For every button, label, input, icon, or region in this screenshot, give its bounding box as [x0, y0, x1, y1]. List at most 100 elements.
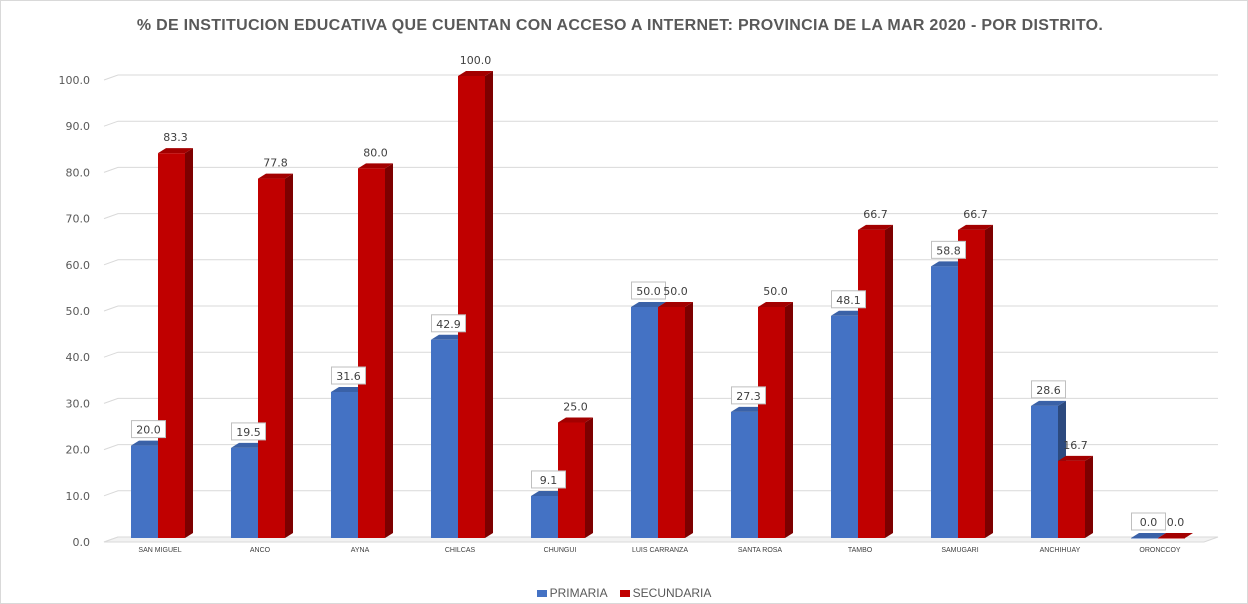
- data-label: 0.0: [1167, 516, 1185, 529]
- data-label: 77.8: [263, 157, 288, 170]
- data-label: 66.7: [863, 208, 888, 221]
- x-tick-label: TAMBO: [848, 547, 873, 554]
- bar-top-secundaria: [458, 71, 493, 76]
- x-tick-label: ORONCCOY: [1139, 547, 1181, 554]
- data-label: 27.3: [736, 390, 761, 403]
- x-tick-label: SANTA ROSA: [738, 547, 783, 554]
- data-label: 50.0: [763, 285, 788, 298]
- bar-top-primaria: [1031, 400, 1066, 406]
- data-label-box: [831, 290, 866, 309]
- data-label: 80.0: [363, 146, 388, 159]
- bar-side-secundaria: [285, 173, 293, 538]
- data-label: 19.5: [236, 426, 261, 439]
- data-label: 0.0: [1140, 516, 1158, 529]
- y-tick-label: 60.0: [66, 259, 91, 272]
- bar-secundaria: [158, 153, 185, 539]
- data-label: 58.8: [936, 244, 961, 257]
- bar-secundaria: [658, 307, 685, 538]
- y-tick-label: 100.0: [59, 74, 91, 87]
- gridline: [103, 120, 1218, 127]
- data-label-box: [631, 281, 666, 300]
- bar-top-primaria: [131, 440, 166, 446]
- data-label-box: [731, 386, 766, 405]
- gridline: [103, 213, 1218, 220]
- bar-top-secundaria: [558, 417, 593, 423]
- bar-side-secundaria: [485, 71, 493, 538]
- gridline: [103, 74, 1218, 81]
- data-label: 100.0: [460, 54, 492, 67]
- data-label: 66.7: [963, 208, 988, 221]
- x-tick-label: ANCO: [250, 547, 271, 554]
- x-tick-label: AYNA: [351, 547, 370, 554]
- y-tick-label: 90.0: [66, 120, 91, 133]
- bar-side-secundaria: [985, 224, 993, 538]
- legend-swatch: [619, 590, 630, 598]
- bar-secundaria: [958, 229, 985, 538]
- legend-label: PRIMARIA: [549, 586, 608, 600]
- legend-label: SECUNDARIA: [632, 586, 712, 600]
- gridline: [103, 166, 1218, 173]
- bar-primaria: [531, 495, 558, 538]
- x-tick-label: SAN MIGUEL: [138, 547, 181, 554]
- chart-title: % DE INSTITUCION EDUCATIVA QUE CUENTAN C…: [136, 17, 1104, 34]
- bar-side-secundaria: [685, 302, 693, 538]
- x-tick-label: SAMUGARI: [941, 547, 978, 554]
- bar-top-primaria: [431, 334, 466, 340]
- bar-primaria: [331, 392, 358, 538]
- bar-top-secundaria: [1058, 455, 1093, 461]
- bar-side-secundaria: [885, 224, 893, 538]
- y-tick-label: 80.0: [66, 166, 91, 179]
- bar-top-secundaria: [658, 302, 693, 307]
- data-label-box: [331, 366, 366, 385]
- x-tick-label: CHILCAS: [445, 547, 476, 554]
- data-label-box: [1031, 380, 1066, 399]
- y-tick-label: 20.0: [66, 444, 91, 457]
- y-tick-label: 0.0: [73, 536, 91, 549]
- bar-top-secundaria: [758, 302, 793, 307]
- data-label: 48.1: [836, 294, 861, 307]
- bar-top-secundaria: [958, 224, 993, 230]
- data-label: 50.0: [636, 285, 661, 298]
- data-label: 42.9: [436, 318, 461, 331]
- bar-top-secundaria: [258, 173, 293, 179]
- bar-top-primaria: [831, 310, 866, 316]
- data-label: 25.0: [563, 401, 588, 414]
- data-labels: 20.0 83.3 SAN MIGUEL 19.5 77.8 ANCO 31.6 80.0 AY…: [131, 54, 1185, 554]
- bar-primaria: [1031, 405, 1058, 538]
- bar-secundaria: [258, 178, 285, 538]
- gridline: [103, 259, 1218, 266]
- bar-top-primaria: [1131, 533, 1166, 538]
- bar-secundaria: [1158, 538, 1185, 539]
- bar-primaria: [631, 307, 658, 538]
- data-label-box: [531, 470, 566, 489]
- bar-primaria: [131, 445, 158, 538]
- bar-side-secundaria: [1085, 455, 1093, 538]
- bar-primaria: [831, 315, 858, 538]
- data-label: 16.7: [1063, 439, 1088, 452]
- bar-top-primaria: [531, 490, 566, 496]
- data-label-box: [231, 422, 266, 441]
- data-label-box: [131, 420, 166, 439]
- bar-secundaria: [858, 229, 885, 538]
- bar-side-secundaria: [585, 417, 593, 538]
- data-label-box: [931, 240, 966, 259]
- bar-secundaria: [1058, 460, 1085, 538]
- data-label: 50.0: [663, 285, 688, 298]
- bar-side-secundaria: [185, 148, 193, 539]
- bar-top-secundaria: [358, 163, 393, 169]
- y-tick-label: 10.0: [66, 490, 91, 503]
- bar-side-secundaria: [785, 302, 793, 538]
- x-tick-label: CHUNGUI: [544, 547, 577, 554]
- bar-primaria: [231, 447, 258, 538]
- bar-top-secundaria: [158, 148, 193, 154]
- bar-primaria: [731, 411, 758, 538]
- data-label: 83.3: [163, 131, 188, 144]
- legend-item: PRIMARIA: [536, 586, 608, 600]
- chart-legend: PRIMARIA SECUNDARIA: [0, 586, 1248, 600]
- bar-primaria: [1131, 538, 1158, 539]
- y-tick-label: 70.0: [66, 213, 91, 226]
- bar-top-primaria: [231, 442, 266, 448]
- legend-swatch: [536, 590, 547, 598]
- x-tick-label: LUIS CARRANZA: [632, 547, 688, 554]
